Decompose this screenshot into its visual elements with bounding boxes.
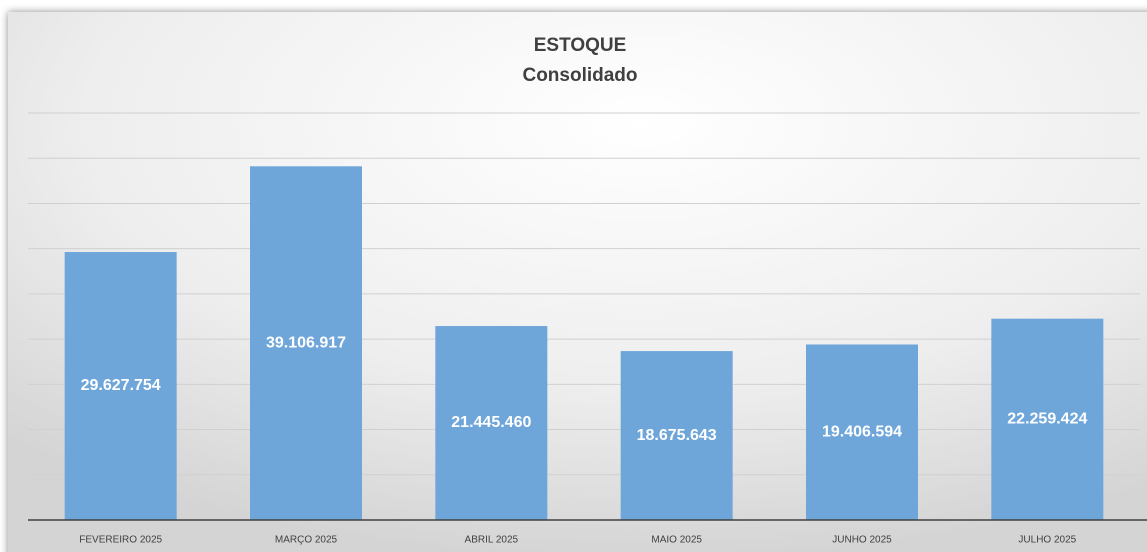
data-label: 18.675.643 bbox=[637, 427, 717, 444]
x-tick-label: FEVEREIRO 2025 bbox=[79, 535, 162, 546]
x-tick-label: JUNHO 2025 bbox=[832, 535, 892, 546]
data-label: 39.106.917 bbox=[266, 334, 346, 351]
data-label: 29.627.754 bbox=[81, 377, 161, 394]
x-tick-label: ABRIL 2025 bbox=[465, 535, 519, 546]
chart-panel bbox=[8, 12, 1147, 552]
bar bbox=[991, 318, 1104, 520]
bar bbox=[620, 351, 733, 520]
x-tick-label: MARÇO 2025 bbox=[275, 535, 338, 546]
x-tick-label: MAIO 2025 bbox=[651, 535, 702, 546]
chart-title: ESTOQUE bbox=[534, 35, 627, 56]
bar bbox=[806, 344, 918, 520]
data-label: 21.445.460 bbox=[451, 414, 531, 431]
bar bbox=[250, 166, 362, 520]
data-label: 19.406.594 bbox=[822, 423, 902, 440]
bar bbox=[64, 252, 177, 520]
chart-subtitle: Consolidado bbox=[522, 65, 637, 86]
bar bbox=[435, 326, 548, 520]
data-label: 22.259.424 bbox=[1007, 411, 1087, 428]
x-tick-label: JULHO 2025 bbox=[1018, 535, 1076, 546]
